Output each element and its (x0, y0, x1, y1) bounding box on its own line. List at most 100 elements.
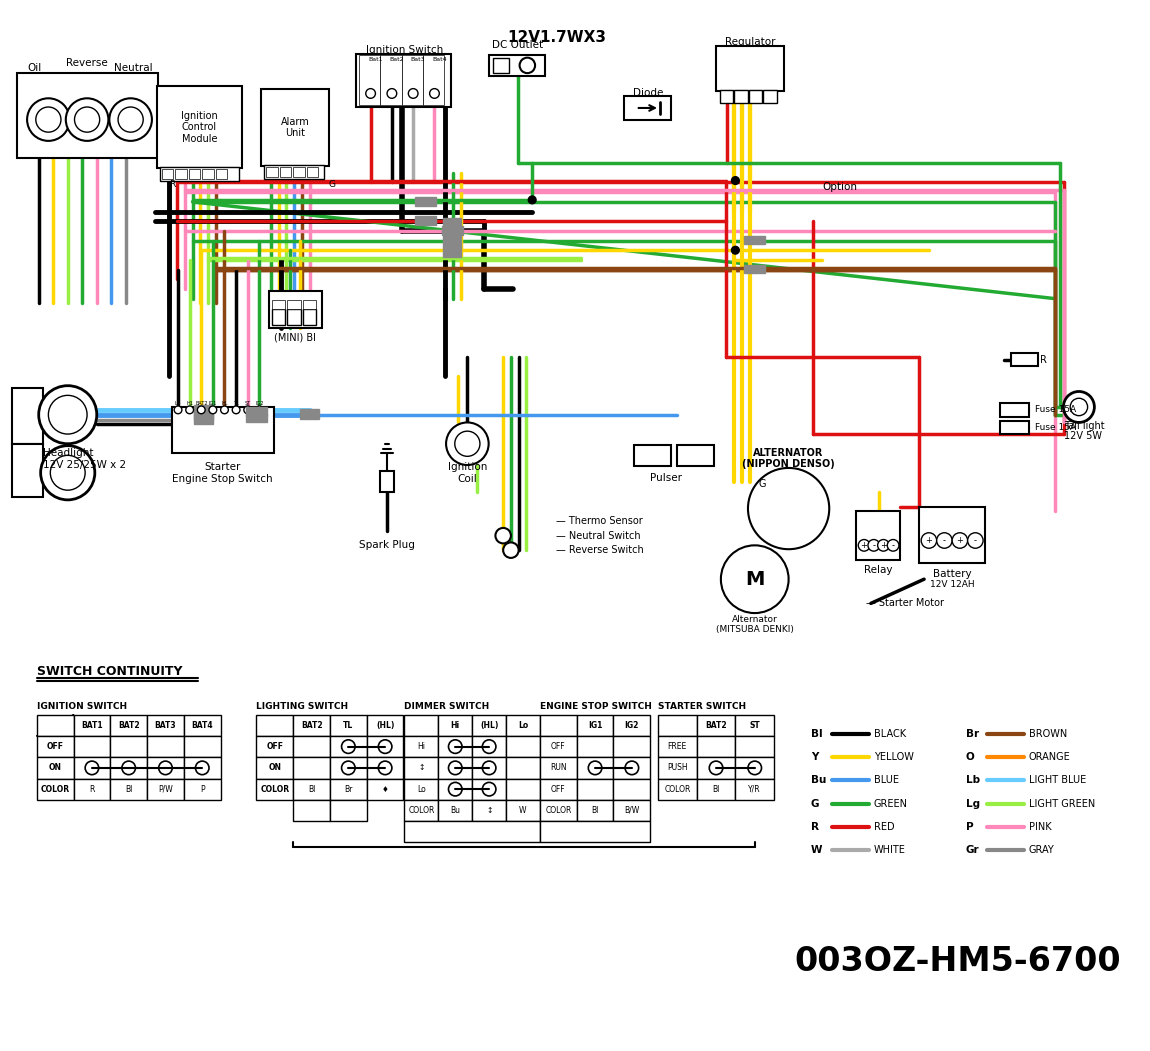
Circle shape (482, 740, 496, 754)
Text: ENGINE STOP SWITCH: ENGINE STOP SWITCH (540, 702, 652, 712)
Bar (735, 779, 774, 800)
Bar (110, 715, 147, 736)
Bar (749, 89, 762, 103)
Circle shape (198, 406, 205, 414)
Circle shape (109, 99, 152, 141)
Text: DC Outlet: DC Outlet (492, 40, 543, 50)
Text: RED: RED (874, 822, 895, 832)
Circle shape (209, 406, 216, 414)
Bar (266, 167, 277, 177)
Bar (279, 167, 291, 177)
Text: Regulator: Regulator (724, 37, 775, 47)
Circle shape (589, 761, 601, 775)
Bar (184, 757, 221, 779)
Text: -: - (872, 541, 875, 550)
Bar (147, 736, 184, 757)
Text: Relay: Relay (865, 564, 892, 575)
Bar (184, 779, 221, 800)
Bar (381, 55, 401, 105)
Bar (624, 97, 670, 120)
Text: Br: Br (344, 785, 353, 794)
Text: RUN: RUN (550, 763, 567, 772)
Bar (110, 757, 147, 779)
Circle shape (75, 107, 100, 132)
Bar (613, 736, 650, 757)
Circle shape (430, 88, 439, 99)
Circle shape (877, 539, 889, 551)
Text: Tail light: Tail light (1065, 421, 1105, 431)
Text: Fuse 15A: Fuse 15A (1035, 423, 1076, 432)
Text: Neutral: Neutral (114, 63, 153, 74)
Bar (744, 265, 766, 273)
Text: BAT2: BAT2 (118, 721, 139, 729)
Bar (540, 757, 576, 779)
Bar (401, 55, 423, 105)
Bar (443, 247, 461, 257)
Bar (716, 46, 784, 90)
Text: Lo: Lo (518, 721, 528, 729)
Bar (381, 471, 393, 492)
Bar (216, 169, 228, 179)
Bar (658, 715, 697, 736)
Text: W: W (811, 845, 822, 856)
Text: — Reverse Switch: — Reverse Switch (557, 545, 644, 555)
Text: +: + (880, 541, 887, 550)
Bar (160, 167, 239, 181)
Text: (MINI) Bl: (MINI) Bl (274, 332, 316, 343)
Bar (147, 757, 184, 779)
Text: ♦: ♦ (382, 785, 389, 794)
Text: IG1: IG1 (588, 721, 603, 729)
Bar (37, 715, 74, 736)
Text: Hi: Hi (451, 721, 460, 729)
Bar (356, 54, 451, 107)
Text: Starter
Engine Stop Switch: Starter Engine Stop Switch (172, 462, 273, 483)
Bar (246, 414, 267, 423)
Text: Bat1: Bat1 (368, 57, 383, 62)
Text: TL: TL (343, 721, 353, 729)
Bar (473, 715, 506, 736)
Bar (293, 800, 330, 821)
Circle shape (446, 423, 489, 465)
Bar (576, 779, 613, 800)
Bar (613, 715, 650, 736)
Bar (697, 736, 735, 757)
Circle shape (39, 386, 97, 444)
Text: -: - (891, 541, 895, 550)
Bar (744, 235, 766, 245)
Bar (37, 757, 74, 779)
Text: TL: TL (233, 400, 239, 406)
Text: GRAY: GRAY (1028, 845, 1055, 856)
Bar (330, 779, 367, 800)
Text: IG2: IG2 (255, 400, 263, 406)
Bar (438, 800, 473, 821)
Bar (330, 757, 367, 779)
Text: Y/R: Y/R (749, 785, 761, 794)
Bar (443, 228, 461, 238)
Bar (438, 779, 473, 800)
Text: ST: ST (750, 721, 760, 729)
Text: Pulser: Pulser (650, 473, 682, 482)
Text: YELLOW: YELLOW (874, 753, 913, 762)
Circle shape (255, 406, 263, 414)
Bar (473, 757, 506, 779)
Bar (634, 445, 670, 466)
Bar (473, 800, 506, 821)
Bar (193, 410, 213, 419)
Circle shape (482, 761, 496, 775)
Circle shape (448, 761, 462, 775)
Bar (269, 291, 322, 328)
Circle shape (721, 545, 789, 613)
Bar (489, 55, 545, 76)
Text: FREE: FREE (668, 742, 687, 751)
Bar (330, 736, 367, 757)
Bar (658, 736, 697, 757)
Bar (506, 715, 540, 736)
Bar (438, 757, 473, 779)
Circle shape (858, 539, 869, 551)
Text: COLOR: COLOR (665, 785, 690, 794)
Text: OFF: OFF (47, 742, 63, 751)
Text: -: - (974, 536, 976, 545)
Text: COLOR: COLOR (408, 806, 435, 815)
Text: R: R (169, 180, 176, 189)
Bar (189, 169, 200, 179)
